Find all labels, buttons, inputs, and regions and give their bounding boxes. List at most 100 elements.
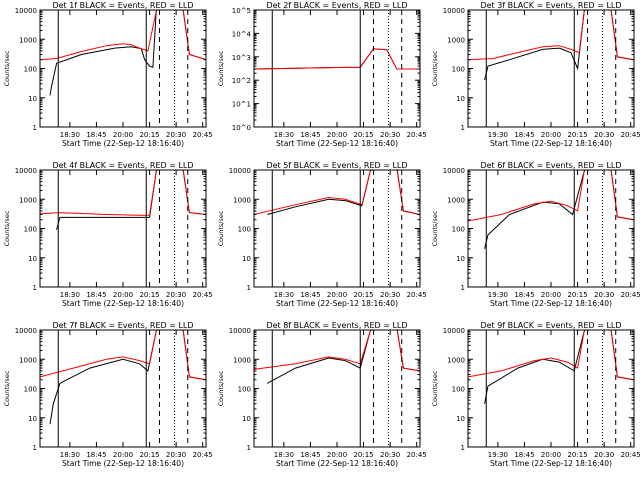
events-series-line: [484, 170, 634, 250]
y-tick-label: 100: [452, 66, 465, 74]
y-tick-label: 1: [247, 444, 251, 452]
x-axis-label: Start Time (22-Sep-12 18:16:40): [490, 459, 612, 468]
y-tick-label: 100: [452, 386, 465, 394]
lld-series-line: [254, 330, 420, 372]
y-tick-label: 1: [247, 284, 251, 292]
y-tick-label: 10^0: [232, 124, 251, 132]
x-axis-label: Start Time (22-Sep-12 18:16:40): [62, 459, 184, 468]
x-tick-label: 18:30: [274, 291, 294, 299]
plot-frame: [467, 169, 635, 288]
x-tick-label: 18:45: [514, 451, 534, 459]
y-tick-label: 1: [33, 284, 37, 292]
plot-frame: [467, 9, 635, 128]
x-axis-label: Start Time (22-Sep-12 18:16:40): [490, 299, 612, 308]
panel-title: Det 7f BLACK = Events, RED = LLD: [52, 321, 193, 330]
series-group: [468, 170, 634, 250]
y-tick-label: 1: [461, 124, 465, 132]
events-series-line: [267, 330, 420, 384]
y-tick-label: 10: [28, 255, 37, 263]
y-tick-label: 1000: [447, 196, 465, 204]
series-group: [254, 170, 420, 215]
x-tick-label: 20:15: [353, 451, 373, 459]
x-tick-label: 18:45: [86, 451, 106, 459]
x-tick-label: 18:45: [514, 131, 534, 139]
series-group: [40, 10, 206, 96]
x-tick-label: 20:45: [407, 451, 427, 459]
plot-frame: [253, 329, 421, 448]
x-tick-label: 18:45: [300, 131, 320, 139]
events-series-line: [484, 330, 634, 404]
y-axis-label: Counts/sec: [217, 50, 225, 86]
x-tick-label: 20:00: [541, 291, 561, 299]
y-tick-label: 1: [33, 124, 37, 132]
x-tick-label: 20:45: [193, 451, 213, 459]
detector-panel: 1 10 100 1000 10000 18:30 18:45 20:00 20:15 20:30…: [3, 1, 213, 148]
detector-panel: 1 10 100 1000 10000 18:30 18:45 20:00 20:15 20:30…: [3, 321, 213, 468]
x-tick-label: 20:45: [193, 291, 213, 299]
x-tick-label: 20:30: [166, 291, 186, 299]
y-tick-label: 1000: [447, 356, 465, 364]
x-tick-label: 20:00: [541, 451, 561, 459]
panel-title: Det 5f BLACK = Events, RED = LLD: [266, 161, 407, 170]
y-tick-label: 10^5: [232, 7, 251, 15]
x-tick-label: 20:00: [113, 451, 133, 459]
y-tick-label: 100: [24, 386, 37, 394]
y-tick-label: 10^3: [232, 54, 251, 62]
y-tick-label: 10000: [15, 327, 37, 335]
plot-frame: [253, 169, 421, 288]
y-axis-label: Counts/sec: [3, 370, 11, 406]
x-tick-label: 18:30: [60, 131, 80, 139]
lld-series-line: [468, 170, 634, 222]
y-axis-label: Counts/sec: [3, 50, 11, 86]
events-series-line: [49, 10, 206, 96]
y-tick-label: 1000: [233, 196, 251, 204]
y-tick-label: 10: [28, 415, 37, 423]
plot-frame: [39, 9, 207, 128]
x-tick-label: 20:30: [380, 291, 400, 299]
x-tick-label: 20:30: [594, 131, 614, 139]
y-tick-label: 1: [461, 284, 465, 292]
y-tick-label: 1000: [19, 356, 37, 364]
x-tick-label: 19:30: [488, 131, 508, 139]
detector-panel: 10^0 10^1 10^2 10^3 10^4 10^5 18:30 18:45 20:00 2…: [217, 1, 427, 148]
detector-panel: 1 10 100 1000 10000 19:30 18:45 20:00 20:15 20:30…: [431, 321, 640, 468]
x-axis-label: Start Time (22-Sep-12 18:16:40): [62, 139, 184, 148]
y-axis-label: Counts/sec: [3, 210, 11, 246]
y-tick-label: 10: [456, 415, 465, 423]
lld-series-line: [254, 170, 420, 215]
y-axis-label: Counts/sec: [431, 50, 439, 86]
y-tick-label: 10000: [229, 167, 251, 175]
y-tick-label: 10: [456, 255, 465, 263]
x-axis-label: Start Time (22-Sep-12 18:16:40): [62, 299, 184, 308]
y-tick-label: 10^1: [232, 101, 251, 109]
x-tick-label: 20:15: [567, 131, 587, 139]
x-tick-label: 20:15: [139, 131, 159, 139]
detector-panel: 1 10 100 1000 10000 18:30 18:45 20:00 20:15 20:30…: [3, 161, 213, 308]
y-axis-label: Counts/sec: [217, 370, 225, 406]
events-series-line: [56, 170, 206, 230]
panel-title: Det 6f BLACK = Events, RED = LLD: [480, 161, 621, 170]
y-tick-label: 1000: [233, 356, 251, 364]
y-tick-label: 10^2: [232, 77, 251, 85]
x-tick-label: 19:30: [488, 451, 508, 459]
x-axis-label: Start Time (22-Sep-12 18:16:40): [276, 299, 398, 308]
lld-series-line: [254, 48, 420, 70]
events-series-line: [49, 330, 206, 425]
lld-series-line: [468, 330, 634, 381]
series-group: [40, 170, 206, 230]
y-tick-label: 1000: [19, 36, 37, 44]
y-tick-label: 1: [461, 444, 465, 452]
y-tick-label: 1000: [447, 36, 465, 44]
x-tick-label: 20:30: [594, 451, 614, 459]
x-tick-label: 20:45: [621, 451, 640, 459]
lld-series-line: [40, 10, 206, 61]
x-tick-label: 20:45: [407, 131, 427, 139]
detector-panel: 1 10 100 1000 10000 19:30 18:45 20:00 20:15 20:30…: [431, 1, 640, 148]
lld-series-line: [40, 330, 206, 381]
x-tick-label: 18:30: [60, 451, 80, 459]
x-tick-label: 18:45: [86, 291, 106, 299]
y-tick-label: 10: [28, 95, 37, 103]
x-tick-label: 18:30: [274, 451, 294, 459]
series-group: [254, 48, 420, 70]
